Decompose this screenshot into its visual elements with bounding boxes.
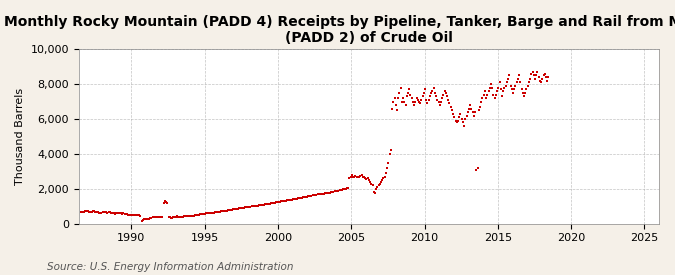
- Y-axis label: Thousand Barrels: Thousand Barrels: [15, 88, 25, 185]
- Text: Source: U.S. Energy Information Administration: Source: U.S. Energy Information Administ…: [47, 262, 294, 272]
- Title: Monthly Rocky Mountain (PADD 4) Receipts by Pipeline, Tanker, Barge and Rail fro: Monthly Rocky Mountain (PADD 4) Receipts…: [4, 15, 675, 45]
